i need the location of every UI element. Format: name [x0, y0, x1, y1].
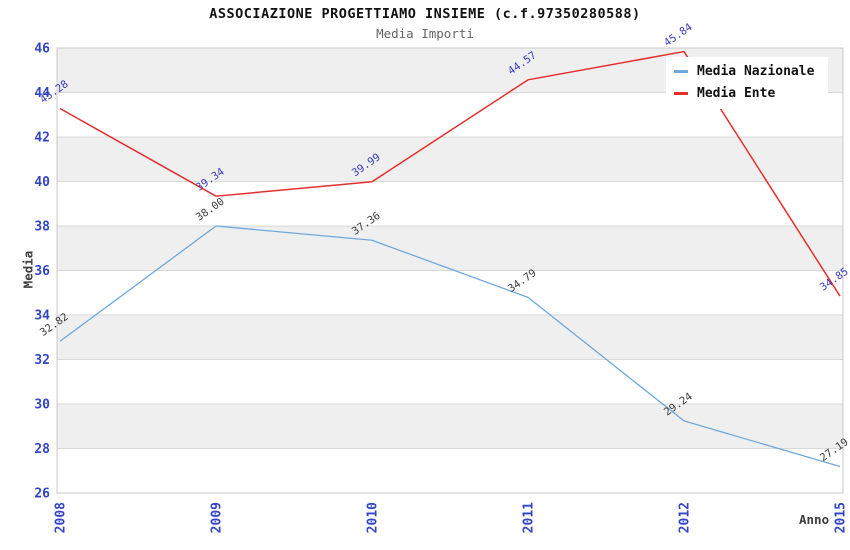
y-tick-label: 30 — [34, 398, 50, 413]
chart-subtitle: Media Importi — [376, 26, 474, 41]
y-tick-label: 32 — [34, 353, 50, 368]
y-tick-label: 46 — [34, 42, 50, 57]
y-tick-label: 34 — [34, 309, 50, 324]
plot-border — [56, 47, 844, 494]
legend-item-media-nazionale: Media Nazionale — [674, 64, 820, 79]
y-tick-label: 44 — [34, 86, 50, 101]
legend-label: Media Ente — [697, 86, 776, 101]
x-tick-label: 2012 — [678, 502, 693, 533]
series-line-media-nazionale — [59, 225, 841, 468]
legend: Media Nazionale Media Ente — [666, 57, 828, 109]
legend-item-media-ente: Media Ente — [674, 86, 820, 101]
chart-title: ASSOCIAZIONE PROGETTIAMO INSIEME (c.f.97… — [209, 6, 641, 22]
y-tick-label: 38 — [34, 220, 50, 235]
legend-line-marker-icon — [674, 92, 688, 95]
y-axis-title: Media — [20, 250, 36, 289]
y-tick-label: 28 — [34, 442, 50, 457]
data-label: 45.84 — [662, 21, 695, 49]
y-tick-label: 26 — [34, 487, 50, 502]
y-tick-label: 42 — [34, 131, 50, 146]
x-tick-label: 2008 — [54, 502, 69, 533]
grid-band — [57, 404, 843, 449]
y-tick-label: 36 — [34, 264, 50, 279]
x-tick-label: 2009 — [210, 502, 225, 533]
y-tick-label: 40 — [34, 175, 50, 190]
legend-line-marker-icon — [674, 70, 688, 73]
data-label: 38.00 — [194, 196, 227, 224]
x-tick-label: 2011 — [522, 502, 537, 533]
grid-band — [57, 137, 843, 182]
x-axis-title: Anno — [799, 512, 830, 527]
grid-band — [57, 315, 843, 360]
data-label: 34.79 — [506, 267, 539, 295]
legend-label: Media Nazionale — [697, 64, 815, 79]
x-tick-label: 2010 — [366, 502, 381, 533]
x-tick-label: 2015 — [834, 502, 849, 533]
grid-band — [57, 226, 843, 271]
